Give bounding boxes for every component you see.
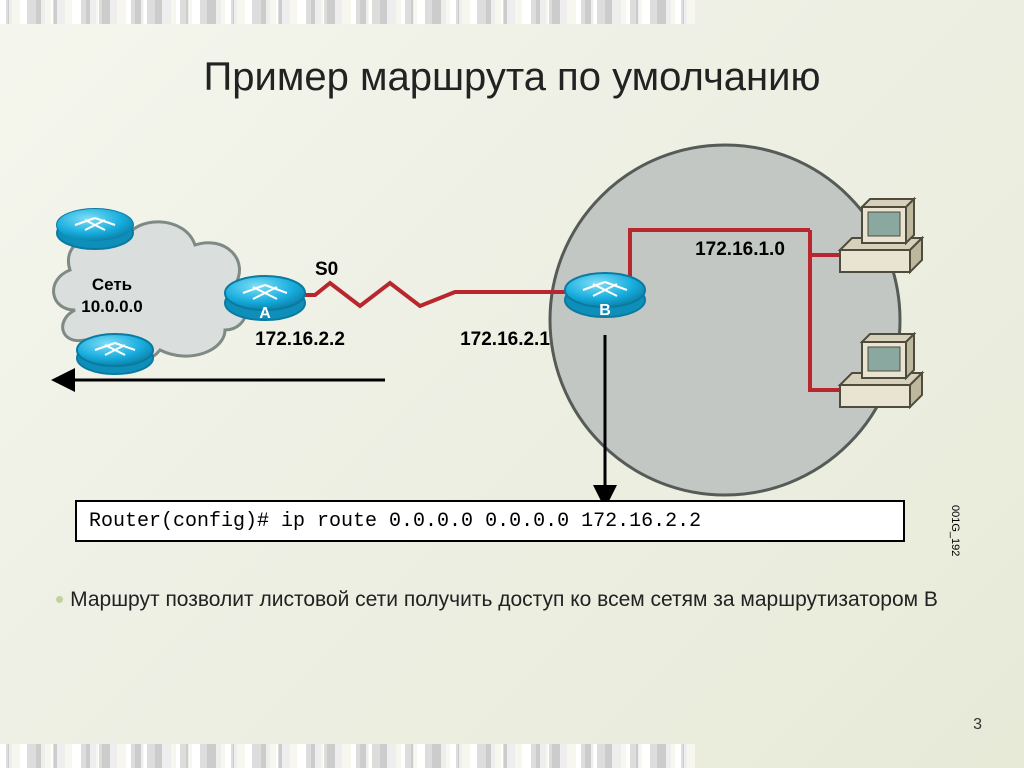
barcode-top (0, 0, 1024, 24)
router-b-label: B (599, 302, 611, 319)
router-cloud-top (57, 209, 133, 249)
router-cloud-bottom (77, 334, 153, 374)
s0-label: S0 (315, 259, 338, 280)
router-a-label: A (259, 305, 271, 322)
ip-right-label: 172.16.2.1 (460, 329, 550, 350)
bullet-text: Маршрут позволит листовой сети получить … (70, 588, 938, 611)
wan-link (275, 283, 595, 306)
lan-ip-label: 172.16.1.0 (695, 239, 785, 260)
bullet-text-area: • Маршрут позволит листовой сети получить… (55, 580, 964, 615)
lan-circle (550, 145, 900, 495)
cloud-label-ip: 10.0.0.0 (81, 297, 142, 316)
router-b: B (565, 273, 645, 319)
page-number: 3 (973, 716, 982, 734)
slide-title: Пример маршрута по умолчанию (0, 55, 1024, 100)
network-diagram: A B Сеть 10.0.0.0 S0 172.16.2.2 172.16.2… (40, 180, 984, 550)
command-box: Router(config)# ip route 0.0.0.0 0.0.0.0… (75, 500, 905, 542)
barcode-bottom (0, 744, 1024, 768)
command-text: Router(config)# ip route 0.0.0.0 0.0.0.0… (89, 510, 701, 533)
router-a: A (225, 276, 305, 322)
ip-left-label: 172.16.2.2 (255, 329, 345, 350)
cloud-label-text: Сеть (92, 275, 132, 294)
bullet-dot: • (55, 584, 64, 614)
figure-id: 001G_192 (949, 505, 961, 556)
